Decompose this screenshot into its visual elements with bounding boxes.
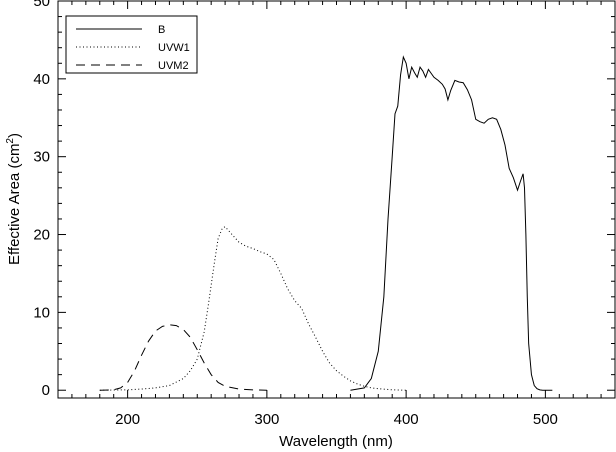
y-tick-label: 0 xyxy=(42,382,50,399)
x-tick-label: 400 xyxy=(394,411,419,428)
series-layer xyxy=(99,55,553,391)
x-tick-label: 500 xyxy=(533,411,558,428)
ticks-layer: 200 300 400 500 0 10 20 30 40 50 xyxy=(33,0,616,428)
y-tick-label: 50 xyxy=(33,0,50,10)
plot-frame xyxy=(57,0,616,399)
x-tick-label: 200 xyxy=(115,411,140,428)
series-uvm2-line xyxy=(99,324,267,391)
legend-label-b: B xyxy=(158,24,165,36)
y-tick-label: 20 xyxy=(33,227,50,244)
series-uvw1-line xyxy=(99,226,407,391)
x-axis-label: Wavelength (nm) xyxy=(279,433,393,450)
legend: B UVW1 UVM2 xyxy=(65,15,198,74)
y-tick-label: 30 xyxy=(33,149,50,166)
legend-label-uvm2: UVM2 xyxy=(158,60,189,72)
y-tick-label: 10 xyxy=(33,304,50,321)
x-tick-label: 300 xyxy=(254,411,279,428)
y-tick-label: 40 xyxy=(33,71,50,88)
series-b-line xyxy=(350,55,553,391)
legend-box xyxy=(65,15,198,74)
y-axis-label: Effective Area (cm2) xyxy=(5,133,23,265)
legend-label-uvw1: UVW1 xyxy=(158,42,190,54)
